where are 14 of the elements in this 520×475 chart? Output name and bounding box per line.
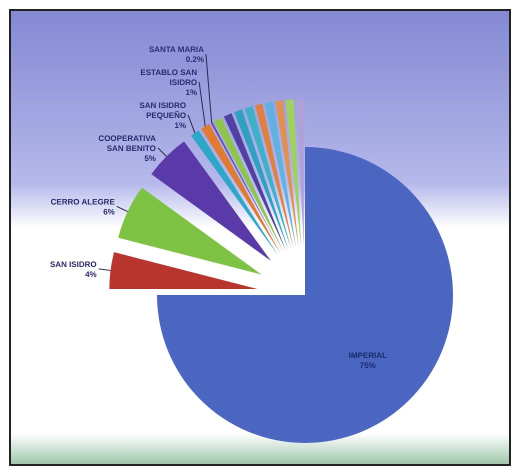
slice-label: COOPERATIVA SAN BENITO xyxy=(98,134,156,153)
slice-label: CERRO ALEGRE xyxy=(50,197,116,206)
data-label: 5% xyxy=(144,154,156,163)
data-label: 0.2% xyxy=(186,54,204,64)
slice-label: IMPERIAL xyxy=(348,350,388,360)
slice-label: SAN ISIDRO PEQUEÑO xyxy=(139,100,186,120)
data-label: 4% xyxy=(85,270,97,279)
data-label: 6% xyxy=(103,207,115,216)
slice-label: SANTA MARIA xyxy=(148,44,204,54)
data-label: 1% xyxy=(186,88,198,97)
data-label: 75% xyxy=(360,360,376,370)
slice-label: SAN ISIDRO xyxy=(50,260,97,269)
data-label: 1% xyxy=(174,120,186,130)
slice-label: ESTABLO SAN ISIDRO xyxy=(140,68,198,87)
